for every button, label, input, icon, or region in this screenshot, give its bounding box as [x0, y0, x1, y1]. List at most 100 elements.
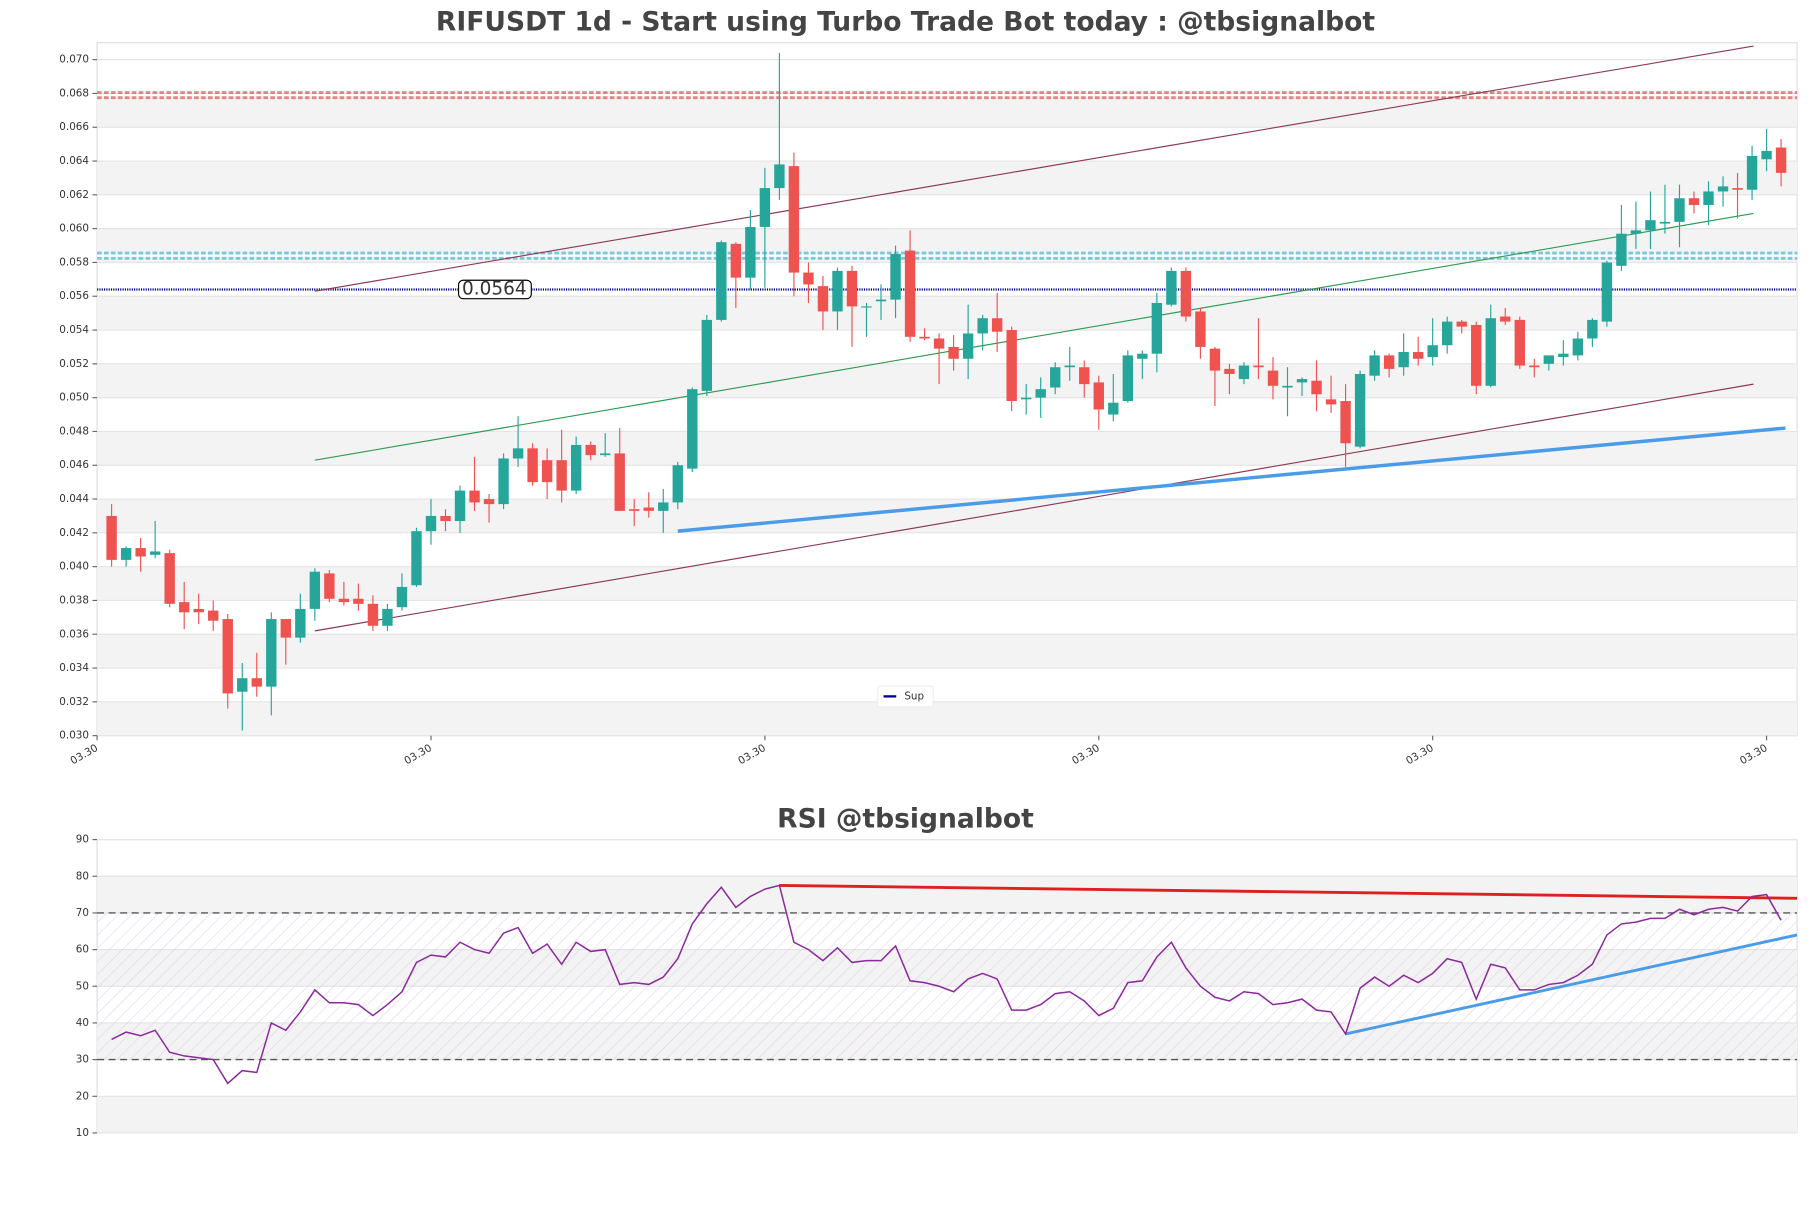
y-tick-label: 90 — [76, 834, 89, 846]
candle-body — [759, 188, 771, 227]
y-tick-label: 0.066 — [59, 121, 89, 133]
y-tick-label: 0.052 — [59, 358, 89, 370]
candle-body — [1587, 319, 1598, 339]
grid-band — [97, 296, 1798, 331]
candle-body — [237, 678, 248, 692]
y-tick-label: 30 — [76, 1054, 89, 1066]
candle-body — [295, 608, 306, 638]
candle-body — [599, 453, 611, 456]
candle-body — [687, 389, 698, 469]
candle-body — [1122, 355, 1134, 402]
candle-body — [1238, 365, 1250, 380]
candle-body — [498, 458, 509, 505]
candle-body — [919, 336, 930, 339]
candle-body — [1296, 379, 1308, 383]
candle-body — [1020, 397, 1032, 400]
candle-body — [338, 598, 350, 603]
candle-body — [1558, 353, 1569, 358]
grid-band — [97, 566, 1798, 601]
candle-body — [1050, 367, 1061, 388]
candle-body — [701, 319, 713, 391]
candle-body — [672, 465, 683, 503]
candle-body — [745, 226, 756, 278]
candle-body — [440, 515, 451, 522]
rsi-line — [111, 884, 1782, 1085]
candle-body — [614, 453, 625, 511]
candle-body — [411, 531, 422, 586]
candle-body — [1093, 382, 1104, 410]
candle-body — [425, 515, 437, 532]
candle-body — [1340, 401, 1351, 444]
price-label-box — [457, 279, 532, 300]
y-tick-label: 0.030 — [59, 730, 89, 742]
candle-body — [527, 448, 538, 483]
candle-body — [1427, 345, 1438, 358]
candle-body — [1529, 365, 1540, 368]
candle-body — [1456, 321, 1467, 327]
candle-body — [1006, 330, 1017, 402]
candle-body — [324, 573, 335, 599]
candle-body — [570, 444, 582, 491]
candle-body — [788, 166, 800, 273]
y-tick-label: 0.070 — [59, 54, 89, 66]
y-tick-label: 20 — [76, 1090, 89, 1102]
candle-body — [1369, 355, 1380, 376]
y-tick-label: 50 — [76, 980, 89, 992]
candle-body — [904, 250, 916, 337]
candle-body — [1383, 355, 1395, 369]
y-tick-label: 40 — [76, 1017, 89, 1029]
candle-body — [469, 490, 480, 503]
y-tick-label: 0.048 — [59, 425, 89, 437]
candle-body — [135, 548, 146, 557]
candle-body — [1079, 367, 1090, 385]
y-tick-label: 0.038 — [59, 594, 89, 606]
candle-body — [1412, 352, 1424, 359]
trend-line — [779, 883, 1798, 900]
candle-body — [977, 318, 988, 334]
candle-body — [1108, 402, 1119, 415]
candle-body — [1267, 370, 1279, 386]
grid-band — [97, 701, 1798, 736]
candle-body — [890, 253, 901, 300]
candle-body — [1137, 353, 1148, 359]
candle-body — [716, 242, 727, 320]
candle-body — [164, 553, 175, 604]
grid-band — [97, 161, 1798, 195]
candle-body — [1514, 319, 1525, 366]
legend-box — [877, 685, 934, 708]
candle-body — [1442, 321, 1453, 346]
chart-title: RIFUSDT 1d - Start using Turbo Trade Bot… — [436, 7, 1375, 38]
y-tick-label: 0.050 — [59, 392, 89, 404]
y-tick-label: 10 — [76, 1127, 89, 1139]
candle-body — [149, 551, 161, 555]
grid-band — [97, 431, 1798, 466]
candle-body — [382, 608, 393, 626]
trend-line — [314, 45, 1754, 292]
candle-body — [1195, 311, 1206, 347]
candle-body — [1398, 352, 1409, 368]
y-tick-label: 70 — [76, 907, 89, 919]
candle-body — [353, 598, 364, 604]
candle-body — [266, 619, 277, 687]
trend-line — [1345, 933, 1798, 1036]
candle-body — [396, 586, 408, 608]
candle-body — [774, 164, 785, 189]
candle-body — [933, 338, 945, 349]
candle-body — [1645, 220, 1656, 231]
trend-line — [314, 383, 1754, 632]
candle-body — [658, 502, 669, 511]
rsi-title: RSI @tbsignalbot — [777, 803, 1034, 834]
candle-body — [1630, 230, 1642, 234]
candle-body — [1674, 198, 1685, 222]
candle-body — [643, 507, 654, 511]
candle-body — [1471, 324, 1482, 386]
candle-body — [483, 499, 495, 505]
candle-body — [962, 333, 974, 359]
trend-line — [677, 426, 1786, 533]
candle-body — [251, 678, 262, 687]
candle-body — [541, 460, 553, 483]
candle-body — [1688, 198, 1700, 205]
y-tick-label: 0.042 — [59, 527, 89, 539]
candle-body — [832, 270, 843, 312]
